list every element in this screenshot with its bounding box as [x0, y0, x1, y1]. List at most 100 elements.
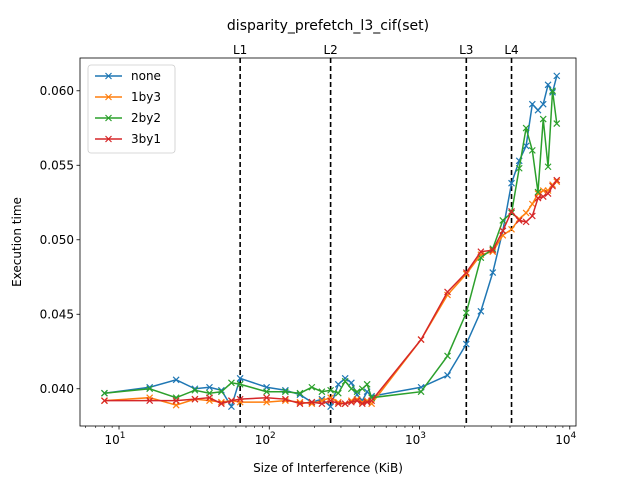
- data-point-3by1-30: [528, 212, 536, 220]
- data-point-none-4: [206, 383, 213, 391]
- data-point-3by1-35: [553, 176, 561, 184]
- data-point-2by2-17: [353, 388, 361, 396]
- legend-item-1by3: 1by3: [95, 90, 161, 104]
- data-point-2by2-32: [539, 115, 547, 123]
- data-point-3by1-18: [358, 400, 366, 408]
- y-tick-label: 0.060: [40, 84, 74, 98]
- data-point-2by2-8: [263, 388, 271, 396]
- x-axis-ticks: 101 102 103 104: [85, 426, 577, 447]
- legend-marker: [105, 72, 112, 80]
- data-point-none-35: [553, 72, 561, 80]
- y-tick-label: 0.040: [40, 382, 74, 396]
- data-point-1by3-30: [528, 200, 536, 208]
- data-point-none-27: [508, 179, 515, 187]
- data-point-1by3-10: [296, 398, 304, 406]
- data-point-2by2-3: [191, 386, 199, 394]
- data-point-2by2-15: [341, 377, 349, 385]
- data-point-2by2-26: [499, 216, 507, 224]
- data-point-3by1-28: [515, 216, 523, 224]
- data-point-2by2-21: [417, 388, 425, 396]
- data-point-none-23: [462, 340, 470, 348]
- data-point-2by2-9: [281, 388, 289, 396]
- series-2by2: [101, 87, 561, 402]
- data-point-2by2-6: [228, 379, 235, 387]
- data-point-none-32: [539, 100, 547, 108]
- data-point-1by3-5: [217, 398, 225, 406]
- data-point-none-30: [528, 100, 536, 108]
- data-point-3by1-25: [489, 246, 497, 254]
- cache-level-lines: L1 L2 L3 L4: [233, 43, 519, 426]
- data-point-3by1-6: [228, 397, 235, 405]
- data-point-3by1-34: [549, 182, 556, 190]
- legend-label: 3by1: [131, 132, 161, 146]
- data-point-2by2-29: [522, 124, 530, 132]
- data-point-3by1-0: [101, 397, 108, 405]
- y-tick-label: 0.055: [40, 158, 74, 172]
- legend-label: 1by3: [131, 90, 161, 104]
- data-point-1by3-27: [508, 225, 515, 233]
- data-point-none-22: [444, 371, 451, 379]
- y-axis-title: Execution time: [10, 197, 24, 287]
- x-tick-label: 103: [405, 431, 426, 447]
- legend-box: [87, 64, 176, 154]
- data-point-2by2-22: [444, 352, 451, 360]
- data-point-3by1-13: [327, 397, 335, 405]
- data-point-3by1-7: [236, 395, 244, 403]
- vline-label-l3: L3: [459, 43, 473, 57]
- data-point-3by1-32: [539, 193, 547, 200]
- data-point-none-2: [172, 376, 180, 384]
- data-point-none-16: [347, 379, 355, 387]
- data-point-3by1-10: [296, 400, 304, 408]
- data-point-2by2-11: [308, 383, 316, 391]
- data-point-3by1-17: [353, 397, 361, 405]
- data-point-2by2-16: [347, 385, 355, 393]
- data-point-3by1-31: [534, 194, 542, 202]
- data-point-none-13: [327, 403, 335, 411]
- x-axis-title: Size of Interference (KiB): [253, 461, 403, 475]
- data-point-none-33: [544, 81, 552, 89]
- data-point-2by2-2: [172, 394, 180, 402]
- data-point-3by1-16: [347, 398, 355, 406]
- data-point-none-6: [228, 403, 235, 411]
- data-point-1by3-1: [146, 394, 154, 402]
- data-point-2by2-1: [146, 385, 154, 393]
- data-point-2by2-30: [528, 146, 536, 154]
- data-series: [101, 72, 561, 411]
- y-tick-label: 0.050: [40, 233, 74, 247]
- data-point-3by1-33: [544, 190, 552, 198]
- data-point-none-14: [334, 380, 342, 388]
- data-point-none-31: [534, 106, 542, 114]
- x-tick-label: 102: [255, 431, 276, 447]
- data-point-3by1-23: [462, 269, 470, 276]
- vline-label-l2: L2: [323, 43, 337, 57]
- data-point-none-24: [477, 307, 485, 315]
- data-point-3by1-14: [334, 400, 342, 408]
- data-point-1by3-23: [462, 270, 470, 278]
- data-point-3by1-15: [341, 400, 349, 408]
- legend-label: 2by2: [131, 111, 161, 125]
- data-point-3by1-12: [318, 400, 326, 408]
- data-point-3by1-1: [146, 397, 154, 405]
- data-point-3by1-8: [263, 394, 271, 402]
- data-point-2by2-0: [101, 389, 108, 397]
- data-point-2by2-34: [549, 87, 556, 95]
- legend-item-2by2: 2by2: [95, 111, 161, 125]
- data-point-3by1-27: [508, 208, 515, 215]
- data-point-3by1-24: [477, 248, 485, 256]
- y-axis-ticks: 0.040 0.045 0.050 0.055 0.060: [40, 84, 80, 396]
- data-point-3by1-2: [172, 397, 180, 405]
- vline-label-l4: L4: [504, 43, 518, 57]
- data-point-2by2-12: [318, 388, 326, 396]
- data-point-2by2-33: [544, 163, 552, 171]
- legend-marker: [105, 135, 112, 143]
- legend-item-3by1: 3by1: [95, 132, 161, 146]
- data-point-3by1-3: [191, 395, 199, 403]
- data-point-2by2-7: [236, 380, 244, 388]
- data-point-2by2-14: [334, 389, 342, 397]
- vline-label-l1: L1: [233, 43, 247, 57]
- legend-marker: [105, 93, 112, 101]
- legend-label: none: [131, 69, 161, 83]
- data-point-3by1-5: [217, 400, 225, 408]
- data-point-2by2-28: [515, 164, 523, 172]
